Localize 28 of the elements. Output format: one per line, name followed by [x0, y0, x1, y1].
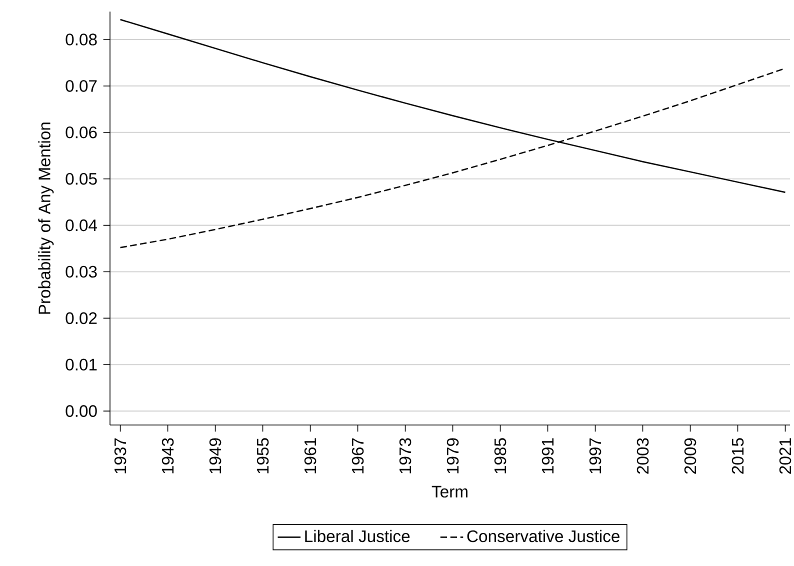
x-tick-label: 2021 [779, 438, 792, 474]
x-tick-label: 1955 [256, 438, 269, 474]
x-tick-label: 1991 [542, 438, 554, 474]
y-axis-title: Probability of Any Mention [38, 122, 54, 314]
y-tick-label: 0.03 [66, 266, 97, 278]
legend-label: Conservative Justice [467, 530, 620, 542]
x-tick-label: 1949 [209, 438, 222, 474]
x-tick-label: 2009 [684, 438, 696, 474]
y-tick-label: 0.02 [66, 312, 97, 324]
x-tick-label: 1937 [114, 438, 126, 474]
y-tick-label: 0.05 [66, 172, 97, 185]
y-tick-label: 0.01 [66, 358, 97, 371]
y-tick-label: 0.06 [66, 126, 97, 138]
x-tick-label: 1973 [399, 438, 412, 474]
x-tick-label: 1961 [304, 438, 316, 474]
x-tick-label: 1943 [162, 438, 174, 474]
x-tick-label: 2015 [732, 438, 744, 474]
x-tick-label: 1967 [352, 438, 364, 474]
y-tick-label: 0.08 [66, 34, 97, 46]
y-tick-label: 0.07 [66, 80, 97, 92]
x-tick-label: 1985 [494, 438, 506, 474]
x-tick-label: 1979 [446, 438, 459, 474]
x-axis-title: Term [432, 486, 468, 498]
x-tick-label: 1997 [589, 438, 602, 474]
y-tick-label: 0.04 [66, 219, 98, 232]
legend-label: Liberal Justice [305, 530, 410, 542]
x-tick-label: 2003 [636, 438, 649, 474]
y-tick-label: 0.00 [66, 405, 97, 417]
